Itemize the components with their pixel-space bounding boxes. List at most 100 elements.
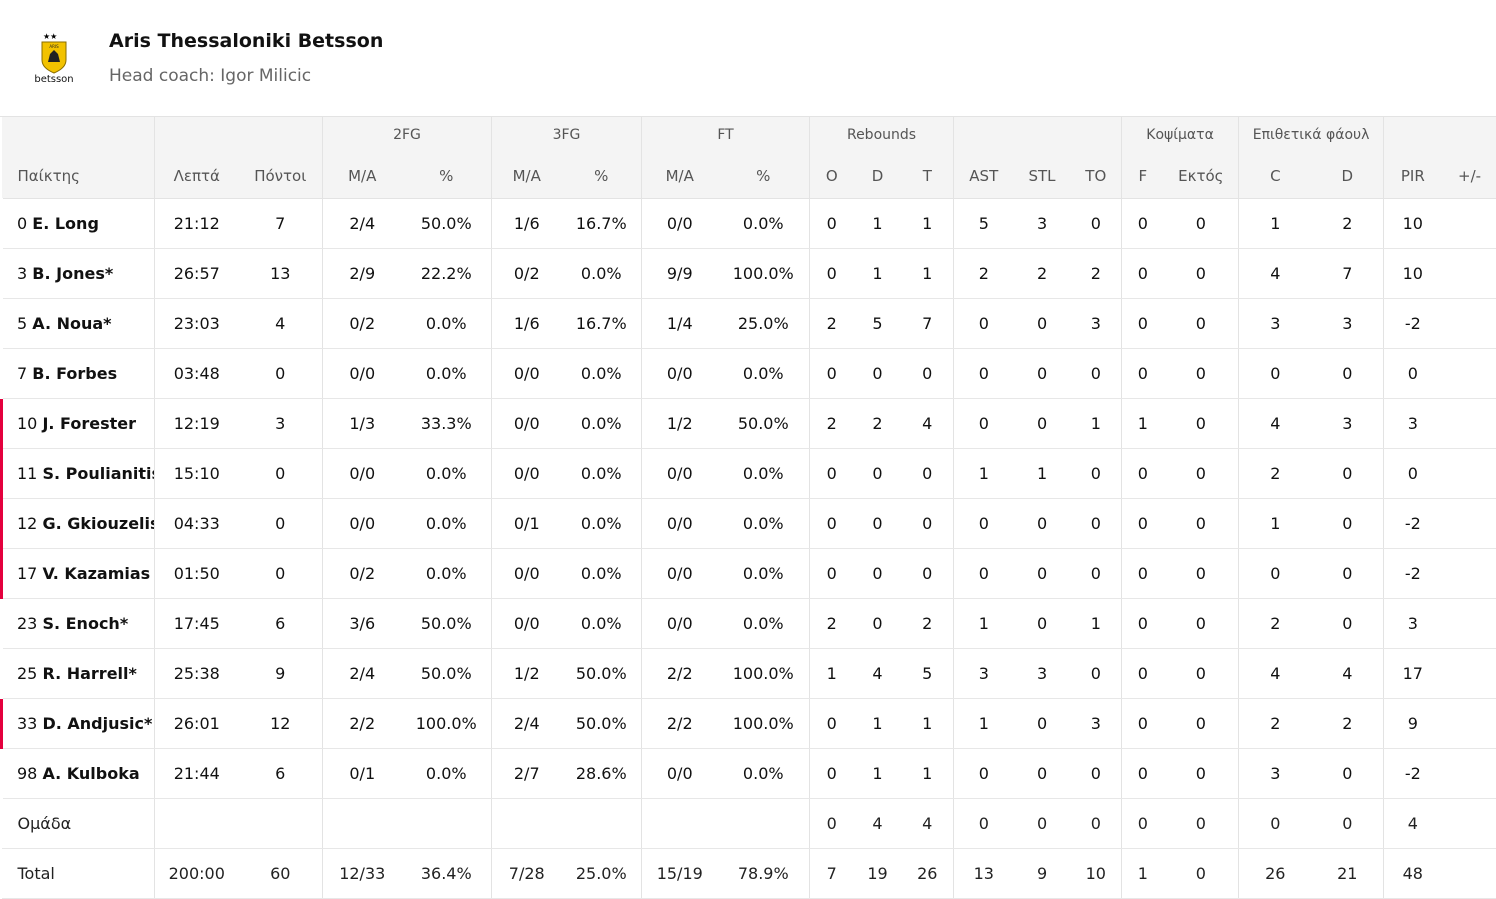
player-name[interactable]: B. Jones*: [32, 264, 113, 283]
col-ast[interactable]: AST: [954, 153, 1014, 199]
player-cell[interactable]: 98 A. Kulboka: [2, 749, 155, 799]
cell-ast: 1: [954, 449, 1014, 499]
cell-minutes: 04:33: [155, 499, 239, 549]
col-pir[interactable]: PIR: [1384, 153, 1442, 199]
player-name[interactable]: E. Long: [32, 214, 99, 233]
col-reb-t[interactable]: T: [902, 153, 954, 199]
cell-reb-d: 0: [854, 549, 902, 599]
cell-minutes: 15:10: [155, 449, 239, 499]
col-plus-minus[interactable]: +/-: [1442, 153, 1496, 199]
player-number: 3: [17, 264, 27, 283]
cell-stl: 1: [1014, 449, 1071, 499]
cell-blk-f: 0: [1122, 449, 1164, 499]
col-2fg-pct[interactable]: %: [402, 153, 492, 199]
cell-to: 0: [1071, 549, 1122, 599]
cell-reb-t: 0: [902, 449, 954, 499]
cell-stl: 0: [1014, 399, 1071, 449]
col-foul-d[interactable]: D: [1312, 153, 1384, 199]
cell-reb-d: 1: [854, 749, 902, 799]
cell-foul-d: 0: [1312, 749, 1384, 799]
player-name[interactable]: R. Harrell*: [42, 664, 136, 683]
group-empty-4: [1384, 117, 1496, 153]
cell-reb-d: 2: [854, 399, 902, 449]
cell-reb-t: 1: [902, 249, 954, 299]
cell-reb-d: 5: [854, 299, 902, 349]
cell-ft-pct: 0.0%: [718, 349, 810, 399]
cell-stl: 0: [1014, 499, 1071, 549]
col-stl[interactable]: STL: [1014, 153, 1071, 199]
cell-foul-c: 1: [1239, 199, 1312, 249]
cell-ft-ma: 15/19: [642, 849, 718, 899]
col-reb-d[interactable]: D: [854, 153, 902, 199]
player-cell[interactable]: 12 G. Gkiouzelis: [2, 499, 155, 549]
player-name[interactable]: V. Kazamias: [42, 564, 150, 583]
cell-stl: 0: [1014, 549, 1071, 599]
cell-points: 9: [239, 649, 323, 699]
player-name[interactable]: A. Noua*: [32, 314, 111, 333]
player-cell[interactable]: 3 B. Jones*: [2, 249, 155, 299]
cell-ft-pct: 0.0%: [718, 749, 810, 799]
team-row-label: Ομάδα: [2, 799, 155, 849]
player-cell[interactable]: 11 S. Poulianitis: [2, 449, 155, 499]
player-cell[interactable]: 5 A. Noua*: [2, 299, 155, 349]
cell-ft-ma: 0/0: [642, 349, 718, 399]
cell-2fg-pct: 0.0%: [402, 549, 492, 599]
cell-points: 0: [239, 449, 323, 499]
col-ft-pct[interactable]: %: [718, 153, 810, 199]
player-name[interactable]: D. Andjusic*: [42, 714, 152, 733]
cell-foul-c: 3: [1239, 299, 1312, 349]
player-cell[interactable]: 23 S. Enoch*: [2, 599, 155, 649]
group-fouls: Επιθετικά φάουλ: [1239, 117, 1384, 153]
player-number: 23: [17, 614, 37, 633]
player-name[interactable]: G. Gkiouzelis: [42, 514, 154, 533]
player-name[interactable]: S. Poulianitis: [42, 464, 154, 483]
player-cell[interactable]: 25 R. Harrell*: [2, 649, 155, 699]
cell-to: 0: [1071, 349, 1122, 399]
col-foul-c[interactable]: C: [1239, 153, 1312, 199]
cell-3fg-pct: 0.0%: [562, 399, 642, 449]
player-cell[interactable]: 0 E. Long: [2, 199, 155, 249]
cell-to: 0: [1071, 499, 1122, 549]
cell-3fg-pct: 16.7%: [562, 199, 642, 249]
player-name[interactable]: A. Kulboka: [42, 764, 139, 783]
player-cell[interactable]: 33 D. Andjusic*: [2, 699, 155, 749]
col-blk-f[interactable]: F: [1122, 153, 1164, 199]
cell-ast: 1: [954, 599, 1014, 649]
col-reb-o[interactable]: O: [810, 153, 854, 199]
cell-2fg-ma: 2/9: [323, 249, 402, 299]
player-name[interactable]: J. Forester: [42, 414, 136, 433]
cell-ast: 0: [954, 499, 1014, 549]
col-to[interactable]: TO: [1071, 153, 1122, 199]
player-cell[interactable]: 7 B. Forbes: [2, 349, 155, 399]
cell-blk-a: 0: [1164, 449, 1239, 499]
player-number: 25: [17, 664, 37, 683]
col-minutes[interactable]: Λεπτά: [155, 153, 239, 199]
col-3fg-pct[interactable]: %: [562, 153, 642, 199]
player-name[interactable]: S. Enoch*: [42, 614, 128, 633]
cell-ast: 0: [954, 549, 1014, 599]
cell-blk-a: 0: [1164, 799, 1239, 849]
cell-stl: 0: [1014, 599, 1071, 649]
cell-ft-ma: [642, 799, 718, 849]
cell-pir: 9: [1384, 699, 1442, 749]
player-cell[interactable]: 17 V. Kazamias: [2, 549, 155, 599]
col-3fg-ma[interactable]: M/A: [492, 153, 562, 199]
col-points[interactable]: Πόντοι: [239, 153, 323, 199]
col-ft-ma[interactable]: M/A: [642, 153, 718, 199]
cell-minutes: 21:44: [155, 749, 239, 799]
cell-reb-d: 4: [854, 799, 902, 849]
col-player[interactable]: Παίκτης: [2, 153, 155, 199]
col-2fg-ma[interactable]: M/A: [323, 153, 402, 199]
cell-2fg-pct: 22.2%: [402, 249, 492, 299]
cell-ft-ma: 0/0: [642, 499, 718, 549]
player-cell[interactable]: 10 J. Forester: [2, 399, 155, 449]
cell-3fg-ma: [492, 799, 562, 849]
col-blk-a[interactable]: Εκτός: [1164, 153, 1239, 199]
cell-reb-o: 0: [810, 349, 854, 399]
player-name[interactable]: B. Forbes: [32, 364, 117, 383]
